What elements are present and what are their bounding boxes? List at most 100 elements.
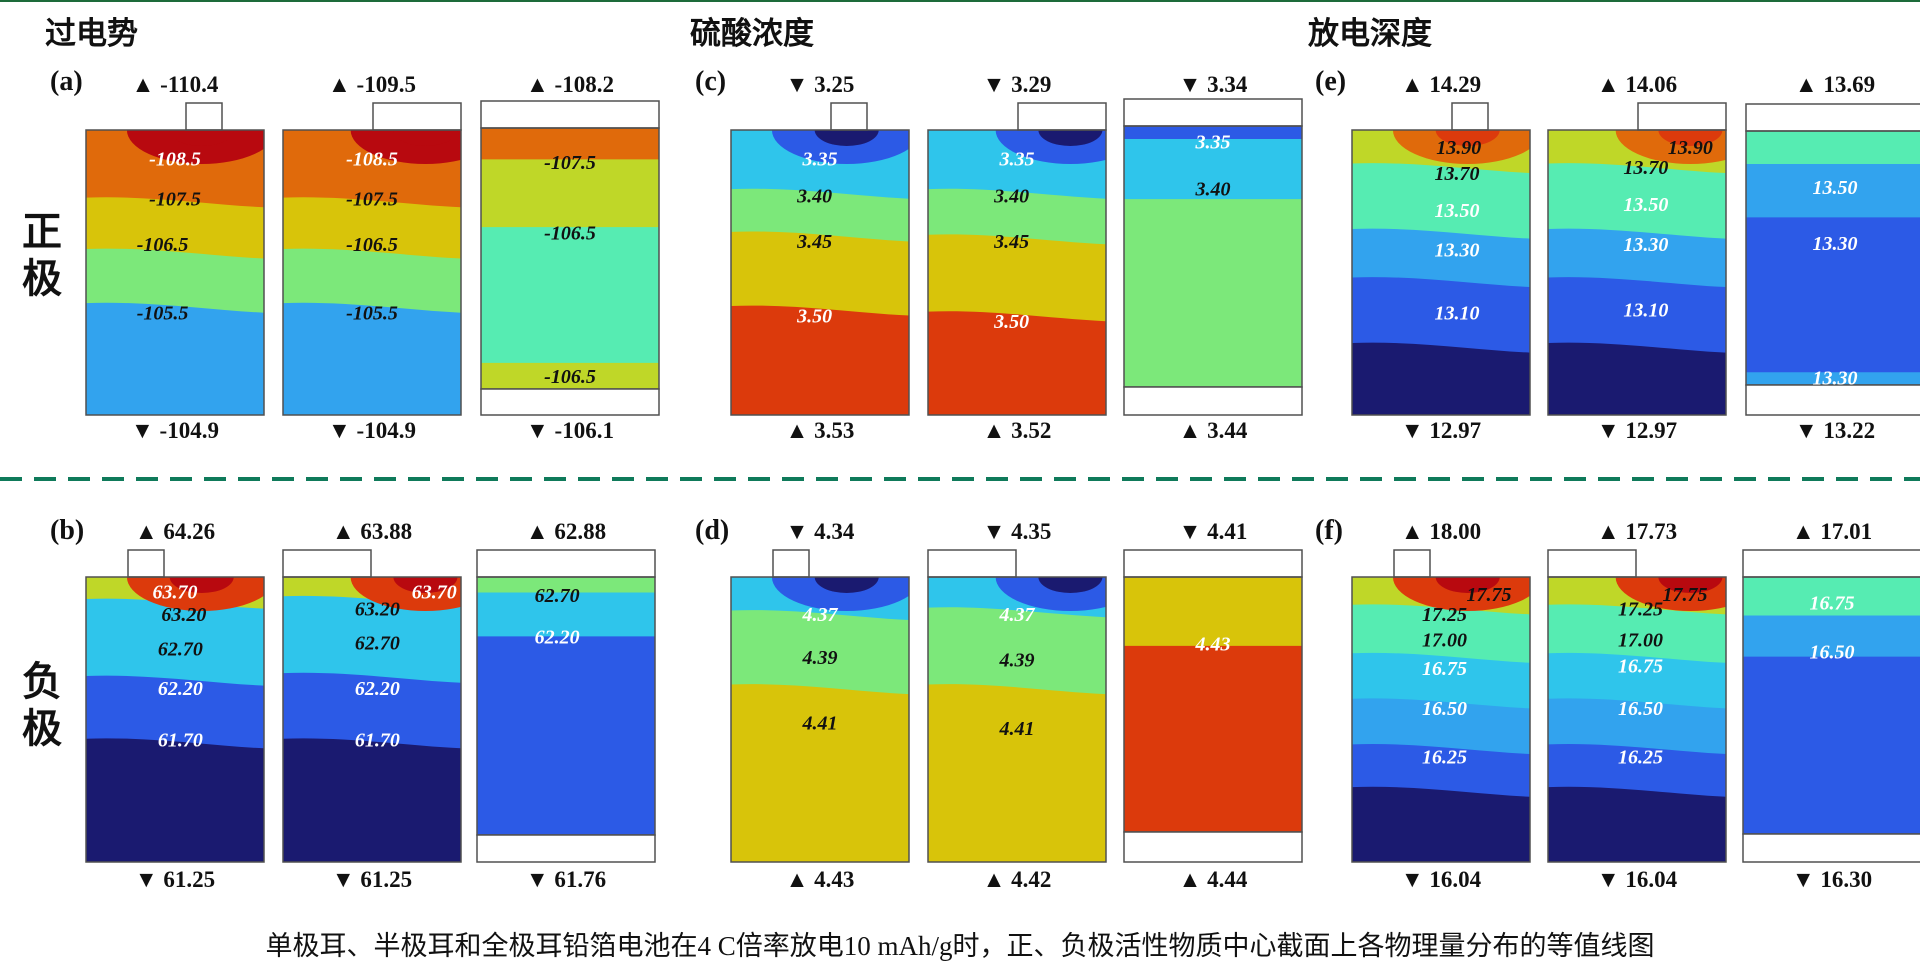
contour-label: 16.25 — [1422, 747, 1467, 769]
contour-label: 4.41 — [802, 712, 838, 734]
contour-cell-c-1: 3.35 3.40 3.45 3.50 ▼ 3.25 ▲ 3.53 — [730, 72, 910, 443]
contour-label: 17.00 — [1422, 630, 1467, 652]
cell-border — [730, 129, 910, 416]
contour-label: 62.20 — [535, 626, 580, 648]
row-label-positive-2: 极 — [22, 256, 62, 302]
contour-label: 16.50 — [1618, 698, 1663, 720]
contour-label: 4.43 — [1195, 633, 1231, 655]
contour-label: 62.70 — [355, 633, 400, 655]
contour-label: 13.30 — [1813, 367, 1858, 389]
cell-border — [85, 129, 265, 416]
min-value-label: ▼ 16.04 — [1597, 867, 1678, 892]
contour-band — [1746, 131, 1920, 165]
tab-outline — [1637, 102, 1727, 131]
max-value-label: ▲ 13.69 — [1795, 72, 1875, 97]
contour-label: 3.35 — [802, 149, 838, 171]
contour-label: 4.37 — [999, 604, 1036, 626]
hotspot — [771, 130, 909, 164]
max-value-label: ▲ 63.88 — [332, 519, 412, 544]
empty-strip — [1123, 831, 1303, 863]
hotspot-core — [393, 577, 458, 593]
max-value-label: ▲ -109.5 — [328, 72, 416, 97]
contour-label: -107.5 — [544, 152, 596, 174]
max-value-label: ▲ 17.73 — [1597, 519, 1677, 544]
contour-cell-f-3: 16.75 16.50 ▲ 17.01 ▼ 16.30 — [1742, 519, 1920, 892]
cell-border — [1351, 129, 1531, 416]
tab-outline — [1451, 102, 1489, 131]
contour-label: 3.45 — [796, 231, 832, 253]
max-value-label: ▲ 18.00 — [1401, 519, 1481, 544]
hotspot-core — [169, 130, 234, 146]
contour-label: 16.75 — [1618, 655, 1663, 677]
tab-outline — [1547, 549, 1637, 578]
max-value-label: ▼ 4.41 — [1179, 519, 1248, 544]
max-value-label: ▲ 64.26 — [135, 519, 215, 544]
panel-label-e: (e) — [1315, 66, 1346, 97]
contour-label: 61.70 — [355, 729, 400, 751]
max-value-label: ▲ -108.2 — [526, 72, 614, 97]
empty-strip — [1745, 384, 1920, 416]
contour-label: 3.40 — [993, 186, 1029, 208]
tab-outline — [282, 549, 372, 578]
empty-strip — [480, 388, 660, 416]
max-value-label: ▼ 3.29 — [983, 72, 1052, 97]
max-value-label: ▲ 17.01 — [1792, 519, 1872, 544]
contour-label: 63.70 — [412, 581, 457, 603]
panel-label-b: (b) — [50, 515, 84, 546]
min-value-label: ▼ -104.9 — [131, 418, 219, 443]
panel-label-d: (d) — [695, 515, 729, 546]
cell-border — [85, 576, 265, 863]
tab-outline — [1123, 549, 1303, 578]
min-value-label: ▼ 16.04 — [1401, 867, 1482, 892]
hotspot — [126, 577, 264, 611]
contour-cell-d-2: 4.37 4.39 4.41 ▼ 4.35 ▲ 4.42 — [927, 519, 1107, 892]
contour-label: 13.30 — [1623, 234, 1668, 256]
hotspot-core — [1435, 577, 1500, 593]
cell-border — [282, 129, 462, 416]
min-value-label: ▼ 61.25 — [332, 867, 412, 892]
contour-label: 62.20 — [158, 678, 203, 700]
contour-label: -108.5 — [346, 149, 398, 171]
contour-label: -107.5 — [149, 188, 201, 210]
tab-outline — [1742, 549, 1920, 578]
contour-label: 13.10 — [1623, 300, 1668, 322]
contour-band — [1124, 577, 1302, 646]
contour-label: 16.50 — [1810, 642, 1855, 664]
contour-label: -106.5 — [346, 234, 398, 256]
min-value-label: ▼ -104.9 — [328, 418, 416, 443]
contour-label: 13.50 — [1623, 194, 1668, 216]
contour-label: 4.39 — [802, 647, 838, 669]
contour-cell-a-2: -108.5 -107.5 -106.5 -105.5 ▲ -109.5 ▼ -104.9 — [282, 72, 462, 443]
hotspot — [771, 577, 909, 611]
row-label-negative-2: 极 — [22, 706, 62, 752]
contour-band — [1743, 577, 1920, 616]
hotspot — [126, 130, 264, 164]
contour-label: 3.35 — [999, 149, 1035, 171]
min-value-label: ▼ 13.22 — [1795, 418, 1875, 443]
hotspot-core — [814, 577, 879, 593]
contour-label: 3.40 — [796, 186, 832, 208]
min-value-label: ▲ 3.53 — [786, 418, 855, 443]
contour-label: 63.20 — [161, 604, 206, 626]
tab-outline — [1017, 102, 1107, 131]
min-value-label: ▼ -106.1 — [526, 418, 614, 443]
contour-cell-b-2: 63.70 63.20 62.70 62.20 61.70 ▲ 63.88 ▼ 61.25 — [282, 519, 462, 892]
title-acid-concentration: 硫酸浓度 — [690, 16, 814, 52]
panel-label-a: (a) — [50, 66, 83, 97]
min-value-label: ▼ 61.76 — [526, 867, 606, 892]
min-value-label: ▲ 3.44 — [1179, 418, 1248, 443]
hotspot-core — [1658, 577, 1723, 593]
contour-label: 61.70 — [158, 729, 203, 751]
hotspot-core — [1038, 130, 1103, 146]
top-band — [481, 128, 659, 130]
max-value-label: ▲ 14.29 — [1401, 72, 1481, 97]
contour-label: 63.70 — [153, 581, 198, 603]
contour-label: 13.50 — [1435, 200, 1480, 222]
cell-border — [1351, 576, 1531, 863]
contour-label: -106.5 — [137, 234, 189, 256]
contour-band — [1124, 126, 1302, 200]
max-value-label: ▲ 14.06 — [1597, 72, 1677, 97]
tab-outline — [476, 549, 656, 578]
